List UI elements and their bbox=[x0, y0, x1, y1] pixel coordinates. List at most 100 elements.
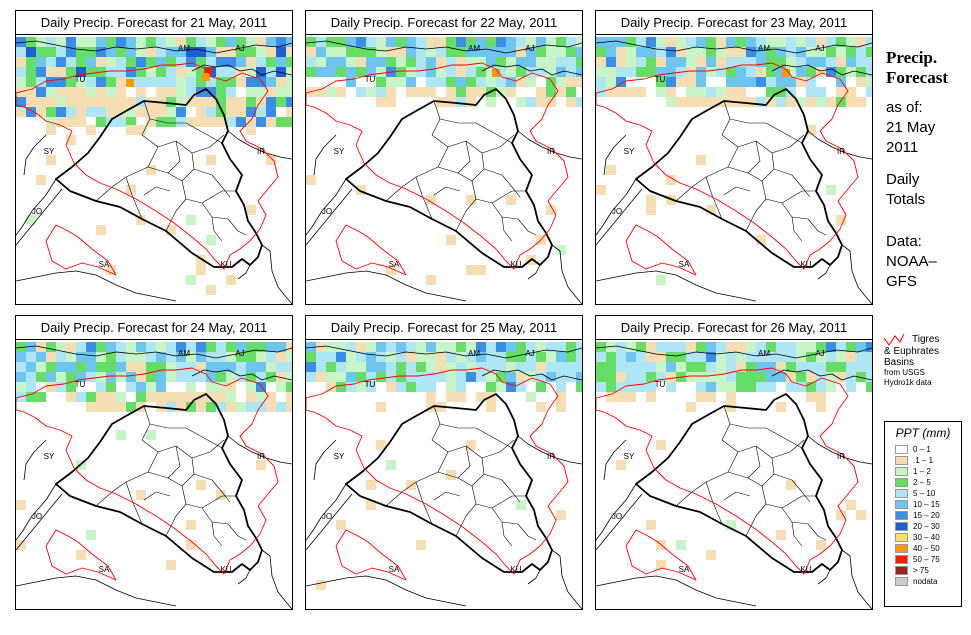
precip-cell bbox=[236, 402, 246, 412]
precip-cell bbox=[116, 37, 126, 47]
province-boundary bbox=[455, 485, 477, 537]
precip-cell bbox=[176, 67, 186, 77]
precip-cell bbox=[416, 47, 426, 57]
precip-cell bbox=[426, 47, 436, 57]
precip-cell bbox=[816, 372, 826, 382]
precip-cell bbox=[426, 372, 436, 382]
country-label: SA bbox=[679, 260, 690, 269]
map-svg: AM AJ TU SY IR JO SA KU bbox=[306, 37, 582, 304]
precip-cell bbox=[336, 67, 346, 77]
precip-cell bbox=[526, 372, 536, 382]
precip-cell bbox=[266, 47, 276, 57]
precip-cell bbox=[126, 97, 136, 107]
precip-cell bbox=[516, 352, 526, 362]
precip-cell bbox=[456, 362, 466, 372]
precip-cell bbox=[466, 57, 476, 67]
precip-cell bbox=[676, 77, 686, 87]
province-boundary bbox=[483, 473, 521, 503]
precip-cell bbox=[516, 362, 526, 372]
precip-cell bbox=[506, 342, 516, 352]
precip-cell bbox=[726, 37, 736, 47]
panel-title: Daily Precip. Forecast for 21 May, 2011 bbox=[16, 11, 292, 35]
precip-cell bbox=[156, 37, 166, 47]
precip-cell bbox=[626, 47, 636, 57]
precip-cell bbox=[686, 362, 696, 372]
precip-cell bbox=[806, 37, 816, 47]
precip-cell bbox=[566, 47, 576, 57]
precip-cell bbox=[416, 362, 426, 372]
precip-cell bbox=[116, 57, 126, 67]
precip-cell bbox=[476, 342, 486, 352]
precip-cell bbox=[36, 87, 46, 97]
precip-cell bbox=[166, 352, 176, 362]
country-label: IR bbox=[547, 452, 555, 461]
precip-cell bbox=[56, 352, 66, 362]
precip-cell bbox=[386, 460, 396, 470]
precip-cell bbox=[446, 77, 456, 87]
precip-cell bbox=[66, 362, 76, 372]
legend-row: 10 – 15 bbox=[895, 499, 961, 510]
precip-cell bbox=[176, 107, 186, 117]
precip-cell bbox=[546, 37, 556, 47]
precip-cell bbox=[216, 77, 226, 87]
forecast-map: AM AJ TU SY IR JO SA KU bbox=[306, 35, 582, 304]
precip-cell bbox=[756, 362, 766, 372]
precip-cell bbox=[426, 195, 436, 205]
precip-cell bbox=[406, 57, 416, 67]
basin-boundary bbox=[625, 529, 697, 581]
precip-cell bbox=[816, 37, 826, 47]
precip-cell bbox=[126, 372, 136, 382]
map-svg: AM AJ TU SY IR JO SA KU bbox=[596, 342, 872, 609]
precip-cell bbox=[816, 97, 826, 107]
precip-cell bbox=[526, 57, 536, 67]
province-boundary bbox=[433, 491, 461, 501]
precip-cell bbox=[346, 77, 356, 87]
precip-cell bbox=[346, 352, 356, 362]
precip-cell bbox=[566, 372, 576, 382]
province-boundary bbox=[147, 445, 181, 479]
province-boundary bbox=[143, 186, 171, 196]
precip-cell bbox=[386, 382, 396, 392]
precip-cell bbox=[396, 67, 406, 77]
forecast-map: AM AJ TU SY IR JO SA KU bbox=[16, 340, 292, 609]
precip-cell bbox=[326, 87, 336, 97]
precip-cell bbox=[836, 67, 846, 77]
precip-cell bbox=[96, 392, 106, 402]
precip-cell bbox=[16, 67, 26, 77]
province-boundary bbox=[415, 481, 433, 525]
precip-cell bbox=[466, 67, 476, 77]
legend-row: 5 – 10 bbox=[895, 488, 961, 499]
precip-cell bbox=[166, 107, 176, 117]
precip-cell bbox=[506, 57, 516, 67]
iraq-border bbox=[345, 88, 553, 268]
precip-cell bbox=[126, 342, 136, 352]
precip-cell bbox=[46, 67, 56, 77]
province-boundary bbox=[431, 405, 515, 459]
precip-cell bbox=[606, 57, 616, 67]
precip-cell bbox=[136, 67, 146, 77]
precip-cell bbox=[346, 342, 356, 352]
precip-cell bbox=[716, 342, 726, 352]
precip-cell bbox=[246, 392, 256, 402]
precip-cell bbox=[546, 57, 556, 67]
precip-cell bbox=[376, 402, 386, 412]
precip-cell bbox=[686, 97, 696, 107]
precip-cell bbox=[116, 342, 126, 352]
precip-cell bbox=[736, 77, 746, 87]
precip-cell bbox=[286, 67, 292, 77]
precip-cell bbox=[646, 195, 656, 205]
country-border bbox=[596, 178, 637, 236]
precip-cell bbox=[166, 560, 176, 570]
province-boundary bbox=[149, 118, 223, 144]
country-border bbox=[16, 40, 292, 54]
precip-cell bbox=[666, 97, 676, 107]
precip-cell bbox=[196, 37, 206, 47]
province-boundary bbox=[437, 445, 471, 479]
precip-cell bbox=[356, 47, 366, 57]
precip-cell bbox=[86, 392, 96, 402]
precip-cell bbox=[616, 77, 626, 87]
precip-cell bbox=[46, 352, 56, 362]
precip-cell bbox=[386, 342, 396, 352]
country-label: TU bbox=[75, 380, 86, 389]
precip-cell bbox=[26, 47, 36, 57]
